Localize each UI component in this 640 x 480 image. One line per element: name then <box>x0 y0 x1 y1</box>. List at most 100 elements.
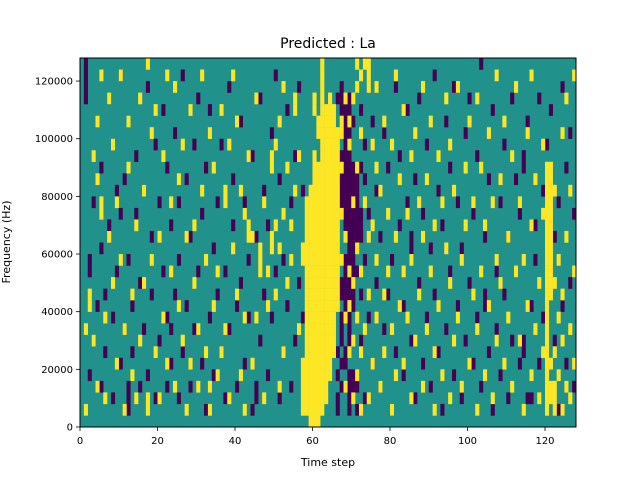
heatmap-cell-high <box>475 92 480 105</box>
heatmap-cell-high <box>297 323 302 335</box>
heatmap-cell-high <box>258 265 263 278</box>
heatmap-cell-high <box>103 392 108 405</box>
heatmap-cell-high <box>335 265 340 278</box>
heatmap-cell-low <box>463 127 468 139</box>
heatmap-cell-low <box>176 196 181 209</box>
heatmap-cell-high <box>545 357 550 370</box>
heatmap-cell-low <box>273 265 278 278</box>
heatmap-cell-low <box>355 403 360 416</box>
heatmap-cell-low <box>184 300 189 312</box>
heatmap-cell-high <box>273 219 278 232</box>
heatmap-cell-high <box>134 219 139 232</box>
heatmap-cell-high <box>320 92 325 105</box>
heatmap-cell-low <box>122 173 127 186</box>
heatmap-cell-high <box>320 369 325 382</box>
heatmap-cell-high <box>548 161 553 174</box>
heatmap-cell-low <box>293 150 298 162</box>
heatmap-cell-high <box>250 357 255 370</box>
heatmap-cell-low <box>184 173 189 186</box>
heatmap-cell-high <box>328 254 333 266</box>
heatmap-cell-high <box>219 346 224 359</box>
heatmap-cell-low <box>432 69 437 82</box>
heatmap-cell-high <box>335 254 340 266</box>
heatmap-cell-low <box>417 92 422 105</box>
heatmap-cell-high <box>560 127 565 139</box>
heatmap-cell-high <box>320 58 325 70</box>
heatmap-cell-high <box>308 392 313 405</box>
heatmap-cell-high <box>355 161 360 174</box>
heatmap-cell-low <box>83 92 88 105</box>
heatmap-cell-high <box>343 311 348 324</box>
heatmap-cell-high <box>304 196 309 209</box>
heatmap-cell-high <box>165 69 170 82</box>
heatmap-cell-high <box>386 207 391 220</box>
heatmap-cell-high <box>103 311 108 324</box>
heatmap-cell-high <box>107 92 112 105</box>
heatmap-cell-low <box>548 104 553 116</box>
heatmap-cell-high <box>324 392 329 405</box>
heatmap-cell-low <box>103 346 108 359</box>
heatmap-cell-low <box>401 300 406 312</box>
heatmap-cell-low <box>564 161 569 174</box>
heatmap-cell-low <box>386 161 391 174</box>
heatmap-cell-high <box>320 403 325 416</box>
heatmap-cell-high <box>312 403 317 416</box>
heatmap-cell-high <box>331 346 336 359</box>
heatmap-cell-low <box>343 300 348 312</box>
heatmap-cell-low <box>118 207 123 220</box>
heatmap-cell-high <box>506 230 511 243</box>
heatmap-cell-high <box>320 265 325 278</box>
heatmap-cell-high <box>320 277 325 289</box>
heatmap-cell-high <box>393 369 398 382</box>
heatmap-cell-low <box>351 265 356 278</box>
heatmap-cell-low <box>409 230 414 243</box>
heatmap-cell-high <box>421 81 426 93</box>
heatmap-cell-high <box>269 242 274 255</box>
heatmap-cell-low <box>386 288 391 301</box>
heatmap-cell-high <box>211 300 216 312</box>
heatmap-cell-high <box>417 288 422 301</box>
heatmap-cell-high <box>324 196 329 209</box>
heatmap-cell-low <box>359 219 364 232</box>
heatmap-cell-low <box>219 138 224 151</box>
heatmap-cell-high <box>304 369 309 382</box>
heatmap-cell-low <box>238 277 243 289</box>
heatmap-cell-low <box>355 207 360 220</box>
heatmap-cell-high <box>405 311 410 324</box>
heatmap-cell-high <box>409 254 414 266</box>
heatmap-cell-high <box>289 219 294 232</box>
heatmap-cell-low <box>211 369 216 382</box>
heatmap-cell-low <box>126 392 131 405</box>
heatmap-cell-low <box>421 357 426 370</box>
heatmap-cell-high <box>223 184 228 197</box>
heatmap-cell-high <box>316 323 321 335</box>
heatmap-cell-low <box>490 104 495 116</box>
heatmap-cell-high <box>316 184 321 197</box>
heatmap-cell-high <box>545 254 550 266</box>
heatmap-cell-high <box>122 403 127 416</box>
heatmap-cell-low <box>266 219 271 232</box>
heatmap-cell-low <box>343 207 348 220</box>
heatmap-cell-high <box>285 161 290 174</box>
heatmap-cell-high <box>521 403 526 416</box>
heatmap-cell-high <box>87 288 92 301</box>
heatmap-cell-low <box>347 311 352 324</box>
heatmap-cell-low <box>339 196 344 209</box>
heatmap-cell-low <box>355 230 360 243</box>
heatmap-cell-high <box>262 196 267 209</box>
heatmap-cell-high <box>231 69 236 82</box>
heatmap-cell-high <box>324 311 329 324</box>
heatmap-cell-high <box>324 161 329 174</box>
heatmap-cell-high <box>324 369 329 382</box>
heatmap-cell-high <box>304 334 309 347</box>
heatmap-cell-high <box>281 346 286 359</box>
y-tick-label: 60000 <box>41 250 73 261</box>
heatmap-cell-low <box>254 230 259 243</box>
heatmap-cell-low <box>227 323 232 335</box>
heatmap-cells <box>80 58 577 428</box>
heatmap-cell-low <box>339 173 344 186</box>
heatmap-cell-high <box>246 230 251 243</box>
heatmap-cell-high <box>541 346 546 359</box>
heatmap-cell-high <box>444 92 449 105</box>
heatmap-cell-high <box>312 392 317 405</box>
